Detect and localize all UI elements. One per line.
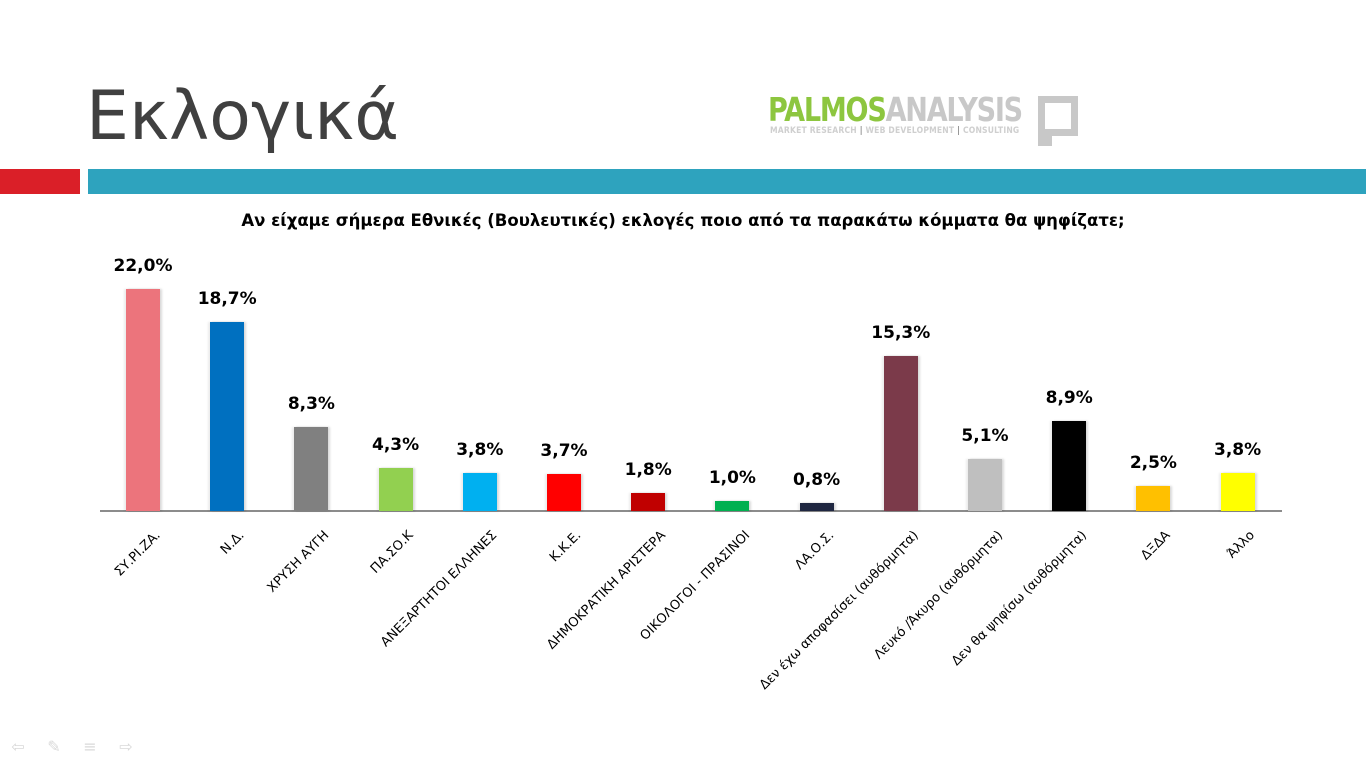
- palmos-analysis-logo: PALMOSANALYSIS MARKET RESEARCH | WEB DEV…: [768, 92, 1088, 152]
- bar-column: 8,9% Δεν θα ψηφίσω (αυθόρμητα): [949, 0, 1111, 768]
- bar: [378, 468, 413, 511]
- next-arrow-icon[interactable]: ⇨: [119, 737, 133, 756]
- bar-column: 5,1% Λευκό /Άκυρο (αυθόρμητα): [871, 0, 1027, 768]
- category-label: Άλλο: [1224, 528, 1259, 562]
- bar: [631, 493, 666, 511]
- bar-column: 8,3% ΧΡΥΣΗ ΑΥΓΗ: [264, 0, 353, 768]
- data-label: 1,8%: [624, 460, 672, 480]
- data-label: 22,0%: [113, 256, 173, 276]
- tagline-consulting: CONSULTING: [962, 126, 1020, 136]
- accent-bar-red: [0, 169, 80, 194]
- bar-column: 1,8% ΔΗΜΟΚΡΑΤΙΚΗ ΑΡΙΣΤΕΡΑ: [544, 0, 690, 768]
- tagline-separator: |: [957, 126, 961, 136]
- previous-arrow-icon[interactable]: ⇦: [11, 737, 25, 756]
- bar-column: 4,3% ΠΑ.ΣΟ.Κ: [354, 0, 438, 768]
- pen-icon[interactable]: ✎: [47, 737, 61, 756]
- bar-column: 2,5% ΔΞΔΑ: [1111, 0, 1195, 768]
- category-label: ΛΑ.Ο.Σ.: [792, 528, 838, 574]
- logo-square-icon: [1038, 96, 1078, 136]
- data-label: 0,8%: [793, 470, 841, 490]
- data-label: 1,0%: [708, 468, 756, 488]
- slide-navigation: ⇦ ✎ ≡ ⇨: [8, 737, 136, 756]
- bar-column: 15,3% Δεν έχω αποφασίσει (αυθόρμητα): [757, 0, 943, 768]
- category-label: ΠΑ.ΣΟ.Κ: [367, 528, 417, 577]
- bar-column: 1,0% ΟΙΚΟΛΟΓΟΙ - ΠΡΑΣΙΝΟΙ: [637, 0, 774, 768]
- data-label: 3,7%: [540, 441, 588, 461]
- bar-column: 18,7% Ν.Δ.: [185, 0, 269, 768]
- data-label: 8,3%: [287, 394, 335, 414]
- data-label: 3,8%: [1214, 440, 1262, 460]
- bar: [1220, 473, 1255, 511]
- bar: [715, 501, 750, 511]
- bar: [462, 473, 497, 511]
- x-axis-line: [100, 510, 1282, 512]
- category-label: ΣΥ.ΡΙ.ΖΑ.: [111, 528, 164, 580]
- bar-column: 3,8% ΑΝΕΞΑΡΤΗΤΟΙ ΕΛΛΗΝΕΣ: [378, 0, 522, 768]
- data-label: 2,5%: [1129, 453, 1177, 473]
- menu-icon[interactable]: ≡: [83, 737, 97, 756]
- tagline-separator: |: [859, 126, 863, 136]
- tagline-web-development: WEB DEVELOPMENT: [865, 126, 955, 136]
- bar-column: 3,7% Κ.Κ.Ε.: [522, 0, 606, 768]
- bar-column: 0,8% ΛΑ.Ο.Σ.: [775, 0, 859, 768]
- bar: [547, 474, 581, 511]
- bar: [126, 289, 160, 511]
- category-label: ΔΞΔΑ: [1138, 528, 1174, 564]
- category-label: Κ.Κ.Ε.: [547, 528, 585, 566]
- category-label: Ν.Δ.: [218, 528, 248, 558]
- data-label: 3,8%: [456, 440, 504, 460]
- bar-column: 3,8% Άλλο: [1196, 0, 1280, 768]
- logo-tagline: MARKET RESEARCH | WEB DEVELOPMENT | CONS…: [770, 126, 1019, 136]
- logo-square-stem: [1038, 132, 1052, 146]
- bar: [210, 322, 245, 511]
- bar: [883, 356, 918, 511]
- bar: [799, 503, 834, 511]
- data-label: 8,9%: [1045, 388, 1093, 408]
- bar-column: 22,0% ΣΥ.ΡΙ.ΖΑ.: [101, 0, 185, 768]
- bar: [1136, 486, 1171, 511]
- bar: [294, 427, 329, 511]
- logo-part-analysis: ANALYSIS: [885, 90, 1024, 129]
- bar: [968, 459, 1002, 511]
- slide-title: Εκλογικά: [86, 77, 400, 156]
- chart-title: Αν είχαμε σήμερα Εθνικές (Βουλευτικές) ε…: [241, 211, 1125, 230]
- data-label: 15,3%: [871, 323, 931, 343]
- data-label: 18,7%: [197, 289, 257, 309]
- category-label: ΧΡΥΣΗ ΑΥΓΗ: [264, 528, 332, 596]
- data-label: 4,3%: [372, 435, 420, 455]
- bar: [1052, 421, 1087, 511]
- logo-part-palmos: PALMOS: [768, 90, 887, 129]
- tagline-market-research: MARKET RESEARCH: [770, 126, 857, 136]
- accent-bar-teal: [88, 169, 1366, 194]
- logo-wordmark: PALMOSANALYSIS: [768, 90, 1024, 129]
- data-label: 5,1%: [961, 426, 1009, 446]
